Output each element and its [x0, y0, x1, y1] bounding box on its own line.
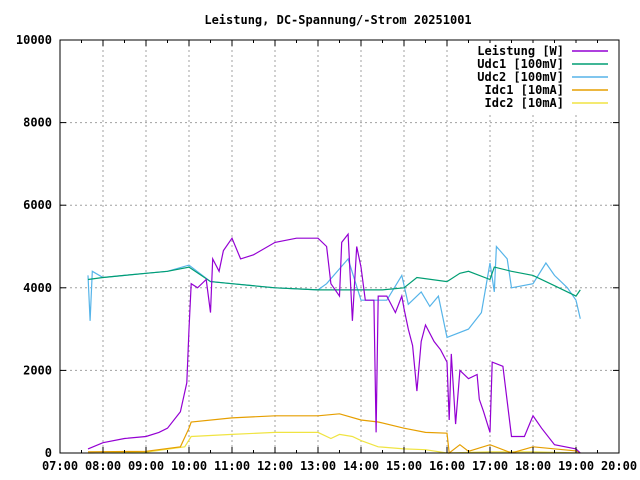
legend-label: Idc1 [10mA]: [485, 83, 564, 97]
x-tick-label: 20:00: [601, 459, 637, 473]
x-tick-label: 10:00: [171, 459, 207, 473]
x-tick-label: 12:00: [257, 459, 293, 473]
x-tick-label: 18:00: [515, 459, 551, 473]
x-tick-label: 09:00: [128, 459, 164, 473]
y-tick-label: 6000: [23, 198, 52, 212]
x-tick-label: 14:00: [343, 459, 379, 473]
y-tick-label: 0: [45, 446, 52, 460]
legend-label: Leistung [W]: [477, 44, 564, 58]
series-line-leistung: [87, 232, 581, 454]
y-tick-label: 10000: [16, 33, 52, 47]
x-tick-label: 15:00: [386, 459, 422, 473]
x-tick-label: 07:00: [42, 459, 78, 473]
y-tick-label: 4000: [23, 281, 52, 295]
legend: Leistung [W]Udc1 [100mV]Udc2 [100mV]Idc1…: [470, 43, 616, 113]
legend-label: Udc2 [100mV]: [477, 70, 564, 84]
series-line-idc1: [87, 413, 581, 455]
y-tick-label: 2000: [23, 363, 52, 377]
x-tick-label: 19:00: [558, 459, 594, 473]
legend-background: [470, 43, 616, 113]
series-line-udc2: [87, 244, 581, 339]
y-tick-label: 8000: [23, 116, 52, 130]
series-line-udc1: [87, 266, 581, 297]
grid: [60, 40, 619, 453]
series-line-idc2: [87, 431, 581, 454]
x-tick-label: 13:00: [300, 459, 336, 473]
legend-label: Udc1 [100mV]: [477, 57, 564, 71]
axis-ticks: 07:00 08:00 09:00 10:00 11:00 12:00 13:00 14:00…: [16, 33, 637, 473]
series-lines: [87, 232, 581, 455]
legend-label: Idc2 [10mA]: [485, 96, 564, 110]
x-tick-label: 08:00: [85, 459, 121, 473]
x-tick-label: 11:00: [214, 459, 250, 473]
x-tick-label: 17:00: [472, 459, 508, 473]
chart-title: Leistung, DC-Spannung/-Strom 20251001: [204, 13, 471, 27]
x-tick-label: 16:00: [429, 459, 465, 473]
